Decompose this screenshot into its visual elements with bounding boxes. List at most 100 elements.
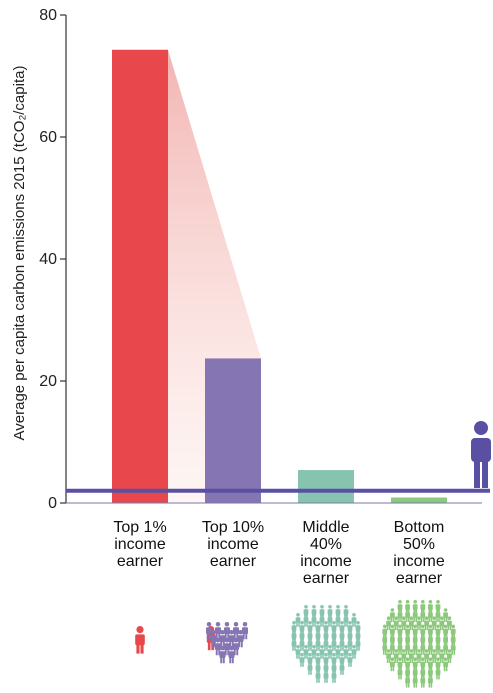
person-icon: [135, 626, 145, 654]
person-figure: [443, 608, 448, 622]
person-figure: [327, 605, 333, 619]
large-crowd-icon: [382, 600, 456, 688]
y-tick-label: 80: [39, 7, 57, 24]
person-figure: [299, 629, 305, 643]
person-figure: [409, 649, 414, 663]
person-figure: [307, 661, 313, 675]
person-figure: [439, 616, 445, 631]
person-figure: [447, 649, 452, 663]
category-icons: [135, 600, 456, 688]
person-figure: [393, 616, 399, 631]
person-figure: [323, 621, 329, 635]
bar: [205, 358, 261, 503]
person-figure: [307, 629, 313, 643]
bar: [391, 497, 447, 503]
person-figure: [416, 616, 422, 631]
person-figure: [420, 641, 426, 655]
person-figure: [331, 629, 337, 643]
y-axis: 0 20 40 60 80 Average per capita carbon emiss…: [11, 7, 67, 512]
person-figure: [327, 613, 333, 627]
person-figure: [355, 629, 361, 643]
person-figure: [299, 653, 305, 667]
bar: [112, 49, 168, 504]
person-figure: [307, 621, 313, 635]
person-figure: [335, 645, 341, 659]
person-figure: [315, 629, 321, 643]
person-figure: [219, 646, 226, 664]
bar: [298, 470, 354, 503]
person-figure: [307, 653, 313, 667]
y-tick-label: 60: [39, 129, 57, 146]
person-figure: [228, 630, 235, 648]
category-label: Top 10% income earner: [202, 519, 264, 570]
person-figure: [291, 637, 297, 651]
crowd-icon: [291, 605, 361, 683]
person-figure: [339, 653, 345, 667]
person-figure: [424, 616, 429, 631]
person-figure: [397, 608, 403, 622]
person-figure: [215, 638, 221, 656]
person-figure: [390, 657, 395, 672]
person-figure: [420, 608, 426, 622]
person-figure: [447, 616, 452, 631]
person-figure: [242, 622, 248, 640]
person-figure: [401, 616, 407, 631]
person-figure: [335, 605, 341, 619]
category-labels: Top 1% income earner Top 10% income earner Mid…: [113, 519, 445, 587]
person-figure: [135, 626, 145, 654]
person-figure: [351, 645, 357, 659]
person-figure: [331, 661, 337, 675]
person-figure: [295, 613, 301, 627]
person-figure: [347, 637, 353, 651]
person-figure: [323, 669, 329, 683]
person-figure: [443, 657, 448, 672]
person-figure: [331, 621, 337, 635]
person-figure: [390, 608, 395, 622]
y-tick-label: 40: [39, 251, 57, 268]
person-figure: [215, 622, 221, 640]
person-figure: [311, 613, 317, 627]
person-figure: [323, 629, 329, 643]
person-figure: [311, 645, 317, 659]
person-figure: [450, 641, 456, 655]
person-figure: [224, 622, 230, 640]
category-label: Bottom 50% income earner: [393, 519, 445, 587]
person-figure: [412, 641, 418, 655]
category-label: Middle 40% income earner: [300, 519, 352, 587]
person-figure: [343, 645, 349, 659]
person-figure: [299, 621, 305, 635]
person-figure: [291, 629, 297, 643]
person-figure: [401, 649, 407, 663]
person-figure: [386, 649, 391, 663]
person-figure: [397, 641, 403, 655]
person-figure: [323, 661, 329, 675]
person-figure: [405, 608, 410, 622]
person-figure: [331, 637, 337, 651]
person-figure: [405, 673, 410, 688]
person-figure: [339, 621, 345, 635]
person-figure: [393, 649, 399, 663]
person-figure: [409, 616, 414, 631]
person-figure: [291, 621, 297, 635]
person-figure: [303, 613, 309, 627]
person-figure: [420, 673, 426, 688]
person-figure: [347, 653, 353, 667]
y-tick-label: 20: [39, 373, 57, 390]
person-figure: [343, 605, 349, 619]
person-figure: [386, 616, 391, 631]
person-figure: [339, 661, 345, 675]
person-figure: [323, 653, 329, 667]
y-tick-label: 0: [48, 495, 57, 512]
person-figure: [331, 669, 337, 683]
person-figure: [315, 661, 321, 675]
person-figure: [412, 673, 418, 688]
person-figure: [416, 649, 422, 663]
person-figure: [210, 630, 217, 648]
person-figure: [339, 637, 345, 651]
person-figure: [347, 621, 353, 635]
person-figure: [390, 641, 395, 655]
person-figure: [428, 673, 433, 688]
person-figure: [219, 630, 226, 648]
person-figure: [351, 613, 357, 627]
